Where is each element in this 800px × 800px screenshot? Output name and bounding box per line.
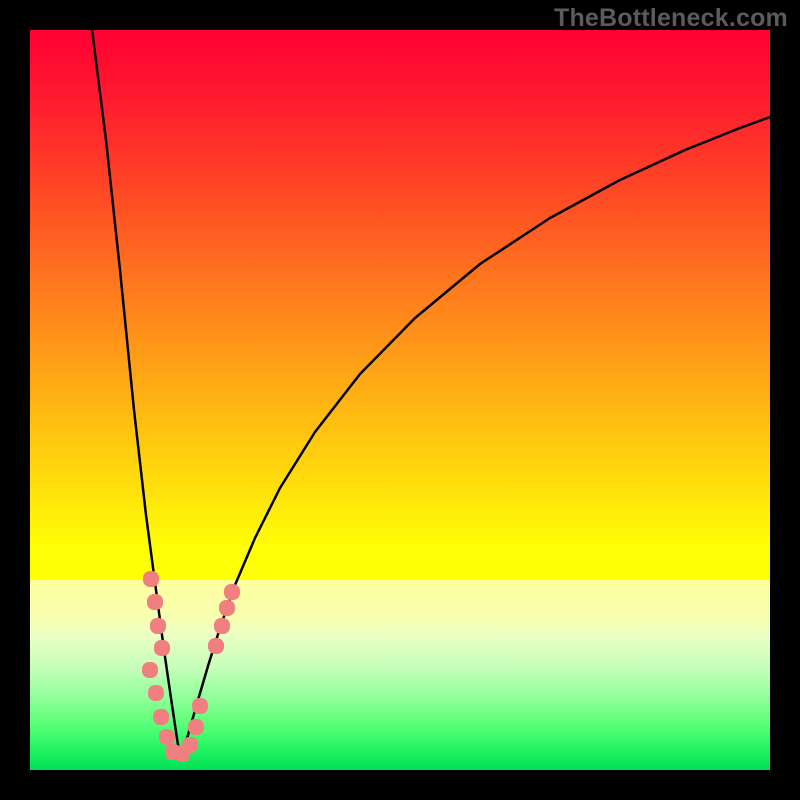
data-marker	[150, 618, 166, 634]
data-marker	[188, 719, 204, 735]
data-marker	[192, 698, 208, 714]
chart-frame: TheBottleneck.com	[0, 0, 800, 800]
data-marker	[147, 594, 163, 610]
data-marker	[159, 729, 175, 745]
data-marker	[224, 584, 240, 600]
data-marker	[153, 709, 169, 725]
bottleneck-chart	[30, 30, 770, 770]
data-marker	[148, 685, 164, 701]
data-marker	[154, 640, 170, 656]
data-marker	[208, 638, 224, 654]
data-marker	[182, 737, 198, 753]
data-marker	[214, 618, 230, 634]
data-marker	[143, 571, 159, 587]
watermark-label: TheBottleneck.com	[554, 4, 788, 33]
plot-area	[30, 30, 770, 770]
data-marker	[219, 600, 235, 616]
data-marker	[142, 662, 158, 678]
gradient-background	[30, 30, 770, 770]
